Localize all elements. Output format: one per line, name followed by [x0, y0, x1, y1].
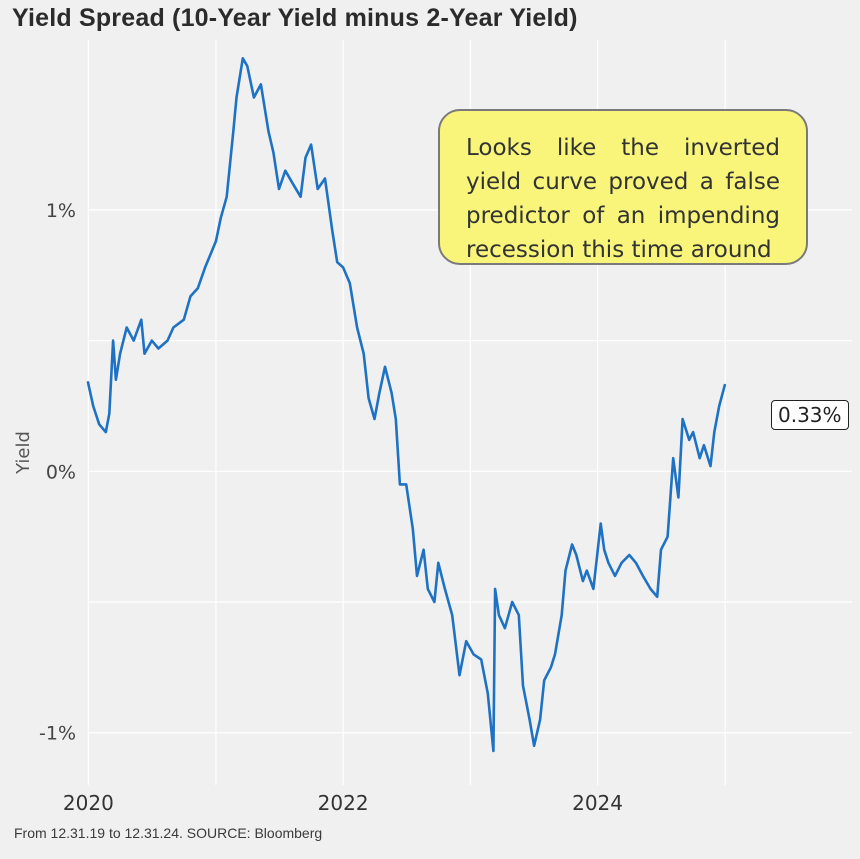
last-value-label: 0.33%	[771, 400, 849, 430]
source-footnote: From 12.31.19 to 12.31.24. SOURCE: Bloom…	[14, 825, 323, 841]
chart-title: Yield Spread (10-Year Yield minus 2-Year…	[12, 4, 578, 32]
y-axis-label: Yield	[13, 431, 34, 475]
x-tick-label: 2020	[63, 791, 114, 815]
y-tick-label: 0%	[46, 461, 76, 483]
annotation-callout: Looks like the inverted yield curve prov…	[438, 109, 808, 265]
yield-spread-line	[86, 56, 727, 753]
y-tick-label: 1%	[46, 200, 76, 222]
x-tick-label: 2024	[572, 791, 623, 815]
x-tick-label: 2022	[318, 791, 369, 815]
y-tick-label: -1%	[39, 723, 76, 745]
